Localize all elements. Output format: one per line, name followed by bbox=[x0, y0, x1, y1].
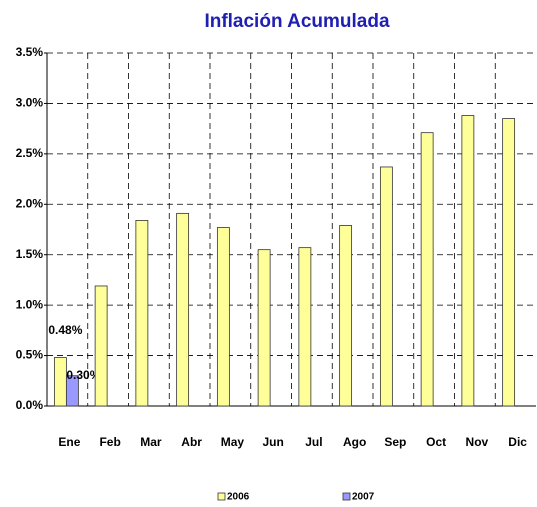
x-tick-label: Jul bbox=[305, 435, 322, 449]
bar bbox=[461, 115, 475, 407]
x-tick-label: Oct bbox=[426, 435, 446, 449]
bar bbox=[65, 375, 79, 407]
bar bbox=[94, 285, 108, 407]
legend-label: 2007 bbox=[352, 492, 375, 503]
x-tick-label: Jun bbox=[262, 435, 283, 449]
bar bbox=[135, 220, 149, 407]
bar bbox=[339, 225, 353, 407]
x-tick-label: Sep bbox=[384, 435, 406, 449]
x-tick-label: Ene bbox=[58, 435, 80, 449]
bar bbox=[379, 166, 393, 407]
x-tick-label: Feb bbox=[99, 435, 120, 449]
y-tick-label: 1.5% bbox=[16, 247, 44, 261]
bar bbox=[257, 249, 271, 407]
legend-swatch bbox=[217, 492, 226, 501]
x-tick-label: Nov bbox=[466, 435, 489, 449]
x-tick-label: Mar bbox=[140, 435, 162, 449]
y-tick-label: 3.0% bbox=[16, 96, 44, 110]
legend-swatch bbox=[342, 492, 351, 501]
y-tick-label: 0.0% bbox=[16, 398, 44, 412]
bar bbox=[420, 132, 434, 407]
bar bbox=[53, 357, 67, 407]
bar bbox=[216, 227, 230, 407]
x-tick-label: Abr bbox=[181, 435, 202, 449]
bar bbox=[176, 212, 190, 407]
y-tick-label: 2.0% bbox=[16, 196, 44, 210]
bar bbox=[298, 247, 312, 407]
y-tick-label: 1.0% bbox=[16, 297, 44, 311]
y-tick-label: 0.5% bbox=[16, 348, 44, 362]
bar bbox=[502, 118, 516, 407]
data-label: 0.48% bbox=[48, 323, 82, 337]
chart-title: Inflación Acumulada bbox=[204, 11, 390, 32]
x-tick-label: Ago bbox=[343, 435, 366, 449]
x-tick-label: Dic bbox=[508, 435, 527, 449]
x-tick-label: May bbox=[221, 435, 245, 449]
legend-label: 2006 bbox=[227, 492, 250, 503]
data-label: 0.30% bbox=[66, 368, 100, 382]
y-tick-label: 3.5% bbox=[16, 45, 44, 59]
y-tick-label: 2.5% bbox=[16, 146, 44, 160]
